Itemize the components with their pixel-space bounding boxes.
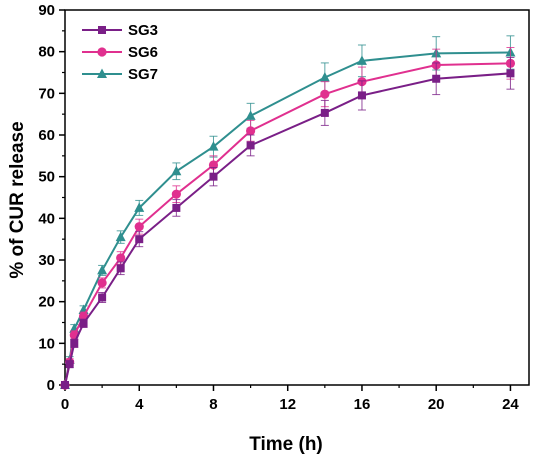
- x-tick-label: 8: [209, 396, 217, 413]
- data-point: [209, 172, 218, 181]
- y-tick-label: 0: [47, 377, 55, 394]
- data-point: [70, 339, 79, 348]
- data-point: [356, 55, 367, 65]
- data-point: [171, 165, 182, 176]
- data-point: [116, 253, 126, 263]
- legend-marker: [97, 47, 107, 57]
- data-point: [320, 89, 330, 99]
- series-sg3: [61, 57, 515, 389]
- data-point: [432, 74, 441, 83]
- series-sg6: [60, 47, 516, 390]
- data-point: [134, 222, 144, 232]
- y-tick-label: 20: [38, 294, 55, 311]
- data-point: [245, 110, 256, 120]
- x-axis-title: Time (h): [249, 434, 323, 455]
- data-point: [98, 293, 107, 302]
- legend-label: SG6: [128, 44, 158, 61]
- y-tick-label: 70: [38, 85, 55, 102]
- data-point: [79, 319, 88, 328]
- x-tick-label: 20: [428, 396, 445, 413]
- series-group: [60, 35, 516, 390]
- data-point: [506, 69, 515, 78]
- y-tick-label: 50: [38, 169, 55, 186]
- data-point: [97, 278, 107, 288]
- data-point: [116, 264, 125, 273]
- data-point: [208, 141, 219, 151]
- y-tick-label: 60: [38, 127, 55, 144]
- legend-label: SG7: [128, 66, 158, 83]
- data-point: [246, 126, 256, 136]
- x-tick-label: 12: [279, 396, 296, 413]
- legend-item-sg7: SG7: [82, 66, 158, 83]
- data-point: [357, 91, 366, 100]
- data-point: [135, 235, 144, 244]
- data-point: [61, 381, 69, 389]
- x-tick-label: 0: [61, 396, 69, 413]
- y-tick-label: 30: [38, 252, 55, 269]
- y-tick-label: 90: [38, 2, 55, 19]
- data-point: [320, 108, 329, 117]
- legend: SG3 SG6 SG7: [82, 22, 158, 83]
- legend-marker: [97, 68, 107, 78]
- x-tick-label: 4: [135, 396, 144, 413]
- series-line: [64, 72, 511, 386]
- x-tick-label: 16: [354, 396, 371, 413]
- series-line: [64, 62, 511, 386]
- legend-item-sg3: SG3: [82, 22, 158, 39]
- series-sg7: [60, 35, 516, 389]
- x-tick-label: 24: [502, 396, 519, 413]
- data-point: [97, 264, 108, 275]
- data-point: [172, 203, 181, 212]
- data-point: [319, 72, 330, 82]
- y-tick-label: 80: [38, 44, 55, 61]
- data-point: [246, 141, 255, 150]
- data-point: [171, 189, 181, 199]
- legend-item-sg6: SG6: [82, 44, 158, 61]
- legend-label: SG3: [128, 22, 158, 39]
- data-point: [65, 360, 74, 369]
- data-point: [134, 202, 145, 212]
- y-tick-label: 10: [38, 335, 55, 352]
- legend-marker: [98, 26, 106, 34]
- series-line: [64, 51, 511, 386]
- y-tick-label: 40: [38, 210, 55, 227]
- data-point: [115, 231, 126, 242]
- y-axis-title: % of CUR release: [7, 121, 28, 278]
